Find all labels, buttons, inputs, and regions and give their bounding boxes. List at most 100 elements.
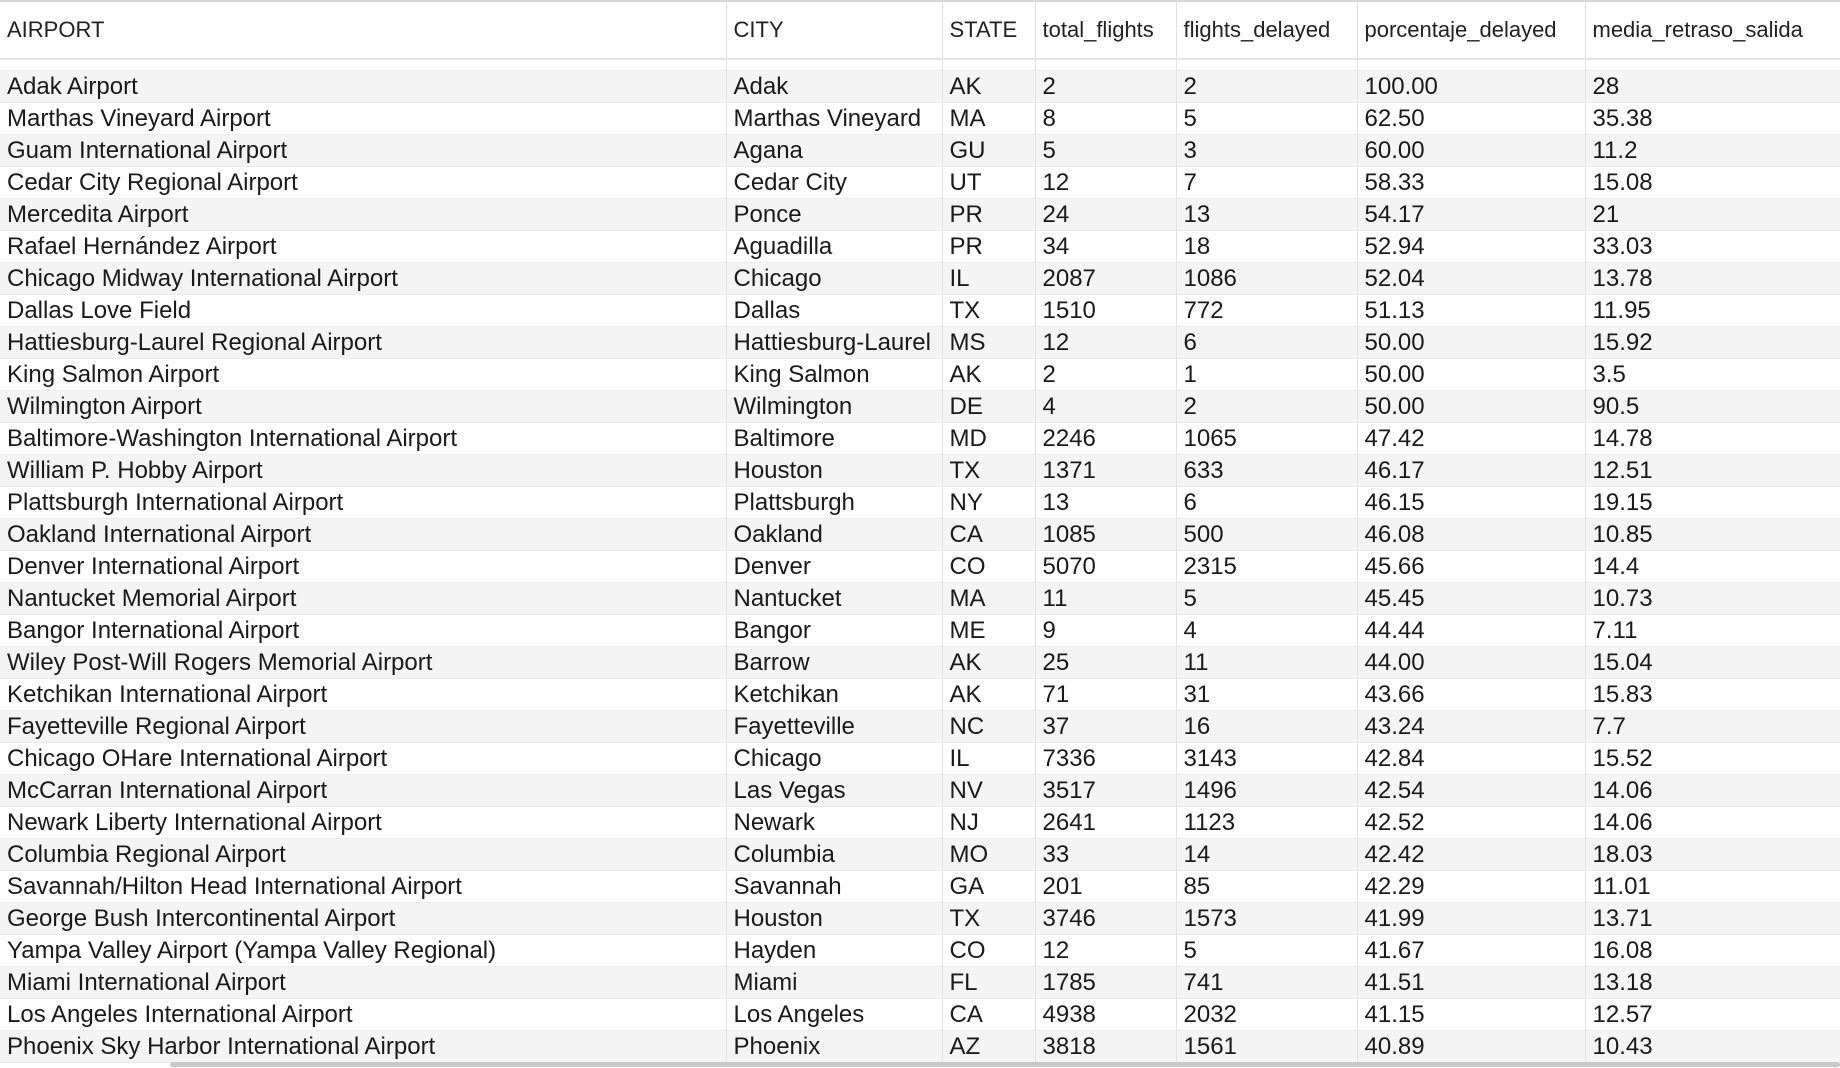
flights-delayed-cell[interactable]: 741: [1176, 966, 1358, 999]
city-cell[interactable]: Dallas: [726, 294, 943, 327]
flights-delayed-cell[interactable]: 1123: [1176, 806, 1358, 839]
media-retraso-salida-cell[interactable]: 15.52: [1585, 742, 1840, 775]
city-cell[interactable]: Aguadilla: [726, 230, 943, 263]
table-row[interactable]: Ketchikan International Airport Ketchikan…: [0, 678, 1840, 711]
city-cell[interactable]: Denver: [726, 550, 943, 583]
flights-delayed-cell[interactable]: 1: [1176, 358, 1358, 391]
airport-cell[interactable]: William P. Hobby Airport: [0, 454, 727, 487]
table-row[interactable]: Bangor International Airport Bangor ME 9 4 44…: [0, 614, 1840, 647]
porcentaje-delayed-cell[interactable]: 42.52: [1357, 806, 1586, 839]
porcentaje-delayed-cell[interactable]: 58.33: [1357, 166, 1586, 199]
column-header-airport[interactable]: AIRPORT: [0, 2, 727, 60]
flights-delayed-cell[interactable]: 772: [1176, 294, 1358, 327]
flights-delayed-cell[interactable]: 6: [1176, 326, 1358, 359]
state-cell[interactable]: MA: [942, 102, 1036, 135]
city-cell[interactable]: Nantucket: [726, 582, 943, 615]
airport-cell[interactable]: Newark Liberty International Airport: [0, 806, 727, 839]
porcentaje-delayed-cell[interactable]: 62.50: [1357, 102, 1586, 135]
state-cell[interactable]: MO: [942, 838, 1036, 871]
airport-cell[interactable]: Cedar City Regional Airport: [0, 166, 727, 199]
flights-delayed-cell[interactable]: 1086: [1176, 262, 1358, 295]
state-cell[interactable]: IL: [942, 262, 1036, 295]
total-flights-cell[interactable]: 11: [1035, 582, 1177, 615]
flights-delayed-cell[interactable]: 1573: [1176, 902, 1358, 935]
table-row[interactable]: Denver International Airport Denver CO 5070…: [0, 550, 1840, 583]
state-cell[interactable]: CA: [942, 518, 1036, 551]
city-cell[interactable]: Baltimore: [726, 422, 943, 455]
flights-delayed-cell[interactable]: 5: [1176, 582, 1358, 615]
state-cell[interactable]: MS: [942, 326, 1036, 359]
media-retraso-salida-cell[interactable]: 14.06: [1585, 806, 1840, 839]
porcentaje-delayed-cell[interactable]: 46.08: [1357, 518, 1586, 551]
state-cell[interactable]: AK: [942, 70, 1036, 103]
state-cell[interactable]: PR: [942, 198, 1036, 231]
media-retraso-salida-cell[interactable]: 35.38: [1585, 102, 1840, 135]
flights-delayed-cell[interactable]: 2: [1176, 70, 1358, 103]
airport-cell[interactable]: Marthas Vineyard Airport: [0, 102, 727, 135]
state-cell[interactable]: AK: [942, 678, 1036, 711]
flights-delayed-cell[interactable]: 11: [1176, 646, 1358, 679]
porcentaje-delayed-cell[interactable]: 46.17: [1357, 454, 1586, 487]
table-row[interactable]: McCarran International Airport Las Vegas N…: [0, 774, 1840, 807]
porcentaje-delayed-cell[interactable]: 50.00: [1357, 390, 1586, 423]
media-retraso-salida-cell[interactable]: 15.08: [1585, 166, 1840, 199]
total-flights-cell[interactable]: 3746: [1035, 902, 1177, 935]
airport-cell[interactable]: King Salmon Airport: [0, 358, 727, 391]
column-header-porcentaje-delayed[interactable]: porcentaje_delayed: [1357, 2, 1586, 60]
media-retraso-salida-cell[interactable]: 16.08: [1585, 934, 1840, 967]
porcentaje-delayed-cell[interactable]: 52.94: [1357, 230, 1586, 263]
media-retraso-salida-cell[interactable]: 12.51: [1585, 454, 1840, 487]
media-retraso-salida-cell[interactable]: 11.2: [1585, 134, 1840, 167]
flights-delayed-cell[interactable]: 2032: [1176, 998, 1358, 1031]
state-cell[interactable]: ME: [942, 614, 1036, 647]
table-row[interactable]: Fayetteville Regional Airport Fayettevill…: [0, 710, 1840, 743]
state-cell[interactable]: NY: [942, 486, 1036, 519]
media-retraso-salida-cell[interactable]: 14.4: [1585, 550, 1840, 583]
city-cell[interactable]: Plattsburgh: [726, 486, 943, 519]
total-flights-cell[interactable]: 12: [1035, 934, 1177, 967]
media-retraso-salida-cell[interactable]: 11.01: [1585, 870, 1840, 903]
state-cell[interactable]: CO: [942, 550, 1036, 583]
total-flights-cell[interactable]: 201: [1035, 870, 1177, 903]
media-retraso-salida-cell[interactable]: 33.03: [1585, 230, 1840, 263]
flights-delayed-cell[interactable]: 2: [1176, 390, 1358, 423]
porcentaje-delayed-cell[interactable]: 50.00: [1357, 326, 1586, 359]
porcentaje-delayed-cell[interactable]: 44.00: [1357, 646, 1586, 679]
flights-delayed-cell[interactable]: 31: [1176, 678, 1358, 711]
total-flights-cell[interactable]: 2087: [1035, 262, 1177, 295]
city-cell[interactable]: Ponce: [726, 198, 943, 231]
flights-delayed-cell[interactable]: 13: [1176, 198, 1358, 231]
city-cell[interactable]: Adak: [726, 70, 943, 103]
media-retraso-salida-cell[interactable]: 15.92: [1585, 326, 1840, 359]
media-retraso-salida-cell[interactable]: 21: [1585, 198, 1840, 231]
total-flights-cell[interactable]: 9: [1035, 614, 1177, 647]
total-flights-cell[interactable]: 1085: [1035, 518, 1177, 551]
airport-cell[interactable]: Ketchikan International Airport: [0, 678, 727, 711]
airport-cell[interactable]: Chicago OHare International Airport: [0, 742, 727, 775]
porcentaje-delayed-cell[interactable]: 50.00: [1357, 358, 1586, 391]
table-row[interactable]: Plattsburgh International Airport Plattsb…: [0, 486, 1840, 519]
media-retraso-salida-cell[interactable]: 10.73: [1585, 582, 1840, 615]
porcentaje-delayed-cell[interactable]: 45.45: [1357, 582, 1586, 615]
porcentaje-delayed-cell[interactable]: 41.67: [1357, 934, 1586, 967]
state-cell[interactable]: CO: [942, 934, 1036, 967]
table-row[interactable]: Guam International Airport Agana GU 5 3 60.00…: [0, 134, 1840, 167]
porcentaje-delayed-cell[interactable]: 45.66: [1357, 550, 1586, 583]
city-cell[interactable]: Ketchikan: [726, 678, 943, 711]
porcentaje-delayed-cell[interactable]: 54.17: [1357, 198, 1586, 231]
city-cell[interactable]: Wilmington: [726, 390, 943, 423]
table-row[interactable]: King Salmon Airport King Salmon AK 2 1 50.00 3…: [0, 358, 1840, 391]
media-retraso-salida-cell[interactable]: 15.83: [1585, 678, 1840, 711]
table-row[interactable]: Wiley Post-Will Rogers Memorial Airport B…: [0, 646, 1840, 679]
media-retraso-salida-cell[interactable]: 11.95: [1585, 294, 1840, 327]
flights-delayed-cell[interactable]: 14: [1176, 838, 1358, 871]
total-flights-cell[interactable]: 2: [1035, 70, 1177, 103]
total-flights-cell[interactable]: 71: [1035, 678, 1177, 711]
airport-cell[interactable]: Mercedita Airport: [0, 198, 727, 231]
media-retraso-salida-cell[interactable]: 90.5: [1585, 390, 1840, 423]
media-retraso-salida-cell[interactable]: 14.78: [1585, 422, 1840, 455]
airport-cell[interactable]: McCarran International Airport: [0, 774, 727, 807]
total-flights-cell[interactable]: 4938: [1035, 998, 1177, 1031]
state-cell[interactable]: UT: [942, 166, 1036, 199]
table-row[interactable]: Marthas Vineyard Airport Marthas Vineyard…: [0, 102, 1840, 135]
